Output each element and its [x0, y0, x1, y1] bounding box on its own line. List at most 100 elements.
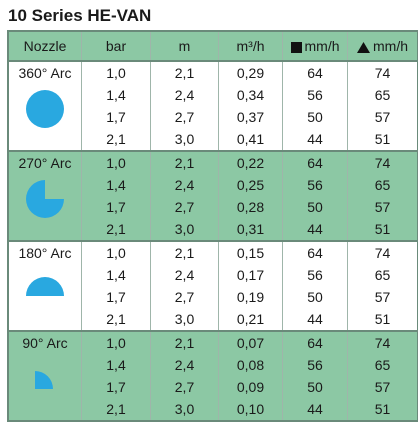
cell: 44: [283, 308, 348, 331]
cell: 0,21: [219, 308, 283, 331]
cell: 64: [283, 331, 348, 354]
cell: 0,07: [219, 331, 283, 354]
cell: 2,4: [151, 264, 219, 286]
cell: 56: [283, 174, 348, 196]
header-cell: Nozzle: [8, 31, 82, 61]
cell: 0,25: [219, 174, 283, 196]
header-cell: mm/h: [283, 31, 348, 61]
cell: 1,0: [82, 151, 151, 174]
header-row: Nozzle bar m m³/h mm/h mm/h: [8, 31, 418, 61]
nozzle-label: 270° Arc: [9, 155, 81, 171]
cell: 0,34: [219, 84, 283, 106]
cell: 1,0: [82, 331, 151, 354]
cell: 2,4: [151, 354, 219, 376]
header-text: m: [179, 38, 191, 54]
cell: 56: [283, 84, 348, 106]
nozzle-cell: 270° Arc: [8, 151, 82, 241]
cell: 74: [348, 241, 418, 264]
cell: 2,1: [151, 241, 219, 264]
cell: 57: [348, 286, 418, 308]
cell: 50: [283, 196, 348, 218]
cell: 1,7: [82, 376, 151, 398]
arc-icon: [25, 359, 65, 399]
cell: 74: [348, 331, 418, 354]
cell: 2,7: [151, 376, 219, 398]
cell: 1,4: [82, 84, 151, 106]
cell: 1,7: [82, 196, 151, 218]
cell: 50: [283, 376, 348, 398]
cell: 65: [348, 174, 418, 196]
triangle-icon: [357, 42, 370, 53]
nozzle-cell: 180° Arc: [8, 241, 82, 331]
cell: 0,17: [219, 264, 283, 286]
cell: 2,7: [151, 106, 219, 128]
nozzle-cell: 360° Arc: [8, 61, 82, 151]
arc-icon: [25, 179, 65, 219]
cell: 3,0: [151, 128, 219, 151]
cell: 1,7: [82, 106, 151, 128]
header-text: m³/h: [237, 38, 265, 54]
cell: 2,1: [151, 151, 219, 174]
cell: 0,31: [219, 218, 283, 241]
arc-icon: [25, 269, 65, 309]
cell: 1,0: [82, 61, 151, 84]
cell: 2,7: [151, 286, 219, 308]
cell: 0,15: [219, 241, 283, 264]
cell: 57: [348, 106, 418, 128]
cell: 64: [283, 241, 348, 264]
cell: 2,4: [151, 174, 219, 196]
cell: 64: [283, 151, 348, 174]
cell: 57: [348, 376, 418, 398]
header-text: Nozzle: [24, 38, 67, 54]
cell: 65: [348, 84, 418, 106]
cell: 2,7: [151, 196, 219, 218]
header-text: mm/h: [373, 38, 408, 54]
cell: 64: [283, 61, 348, 84]
cell: 56: [283, 354, 348, 376]
cell: 44: [283, 218, 348, 241]
nozzle-label: 360° Arc: [9, 65, 81, 81]
cell: 57: [348, 196, 418, 218]
header-text: bar: [106, 38, 126, 54]
cell: 1,4: [82, 264, 151, 286]
cell: 44: [283, 128, 348, 151]
cell: 0,19: [219, 286, 283, 308]
header-cell: bar: [82, 31, 151, 61]
cell: 0,37: [219, 106, 283, 128]
cell: 1,4: [82, 354, 151, 376]
cell: 0,29: [219, 61, 283, 84]
cell: 1,0: [82, 241, 151, 264]
cell: 51: [348, 128, 418, 151]
cell: 65: [348, 264, 418, 286]
cell: 2,4: [151, 84, 219, 106]
cell: 50: [283, 286, 348, 308]
nozzle-cell: 90° Arc: [8, 331, 82, 421]
cell: 51: [348, 218, 418, 241]
cell: 2,1: [82, 218, 151, 241]
header-cell: m: [151, 31, 219, 61]
cell: 0,28: [219, 196, 283, 218]
cell: 65: [348, 354, 418, 376]
header-text: mm/h: [305, 38, 340, 54]
cell: 1,4: [82, 174, 151, 196]
arc-icon: [25, 89, 65, 129]
cell: 3,0: [151, 308, 219, 331]
header-cell: mm/h: [348, 31, 418, 61]
title: 10 Series HE-VAN: [8, 6, 151, 26]
cell: 51: [348, 308, 418, 331]
cell: 0,22: [219, 151, 283, 174]
cell: 0,41: [219, 128, 283, 151]
header-cell: m³/h: [219, 31, 283, 61]
cell: 0,08: [219, 354, 283, 376]
cell: 0,09: [219, 376, 283, 398]
cell: 2,1: [82, 308, 151, 331]
cell: 50: [283, 106, 348, 128]
cell: 2,1: [151, 331, 219, 354]
cell: 74: [348, 151, 418, 174]
